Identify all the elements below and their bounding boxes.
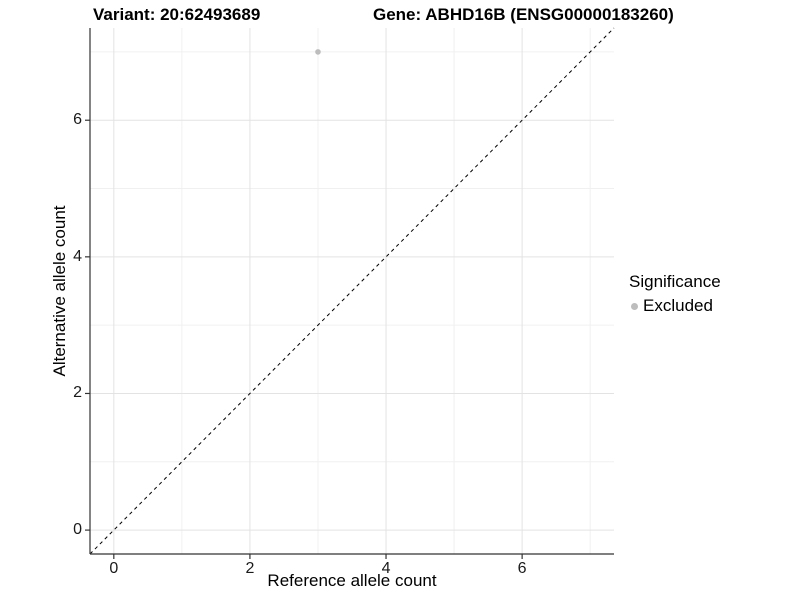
legend-item-excluded: Excluded (631, 296, 721, 316)
x-tick-label: 0 (109, 560, 119, 577)
x-tick-label: 4 (381, 560, 391, 577)
legend-title: Significance (629, 272, 721, 291)
x-tick-label: 6 (517, 560, 527, 577)
y-tick-label: 2 (73, 384, 82, 402)
y-axis-title: Alternative allele count (50, 205, 69, 377)
legend-item-label: Excluded (643, 296, 713, 315)
x-axis-title: Reference allele count (267, 571, 437, 590)
gene-title: Gene: ABHD16B (ENSG00000183260) (373, 5, 674, 24)
variant-title: Variant: 20:62493689 (93, 5, 261, 24)
y-tick-label: 6 (73, 111, 82, 129)
identity-dashed-line (89, 27, 615, 555)
legend: Significance Excluded (629, 272, 721, 316)
data-point (315, 49, 321, 55)
x-tick-label: 2 (245, 560, 255, 577)
y-tick-label: 4 (73, 247, 82, 265)
y-tick-label: 0 (73, 521, 82, 539)
excluded-dot-icon (631, 302, 638, 310)
